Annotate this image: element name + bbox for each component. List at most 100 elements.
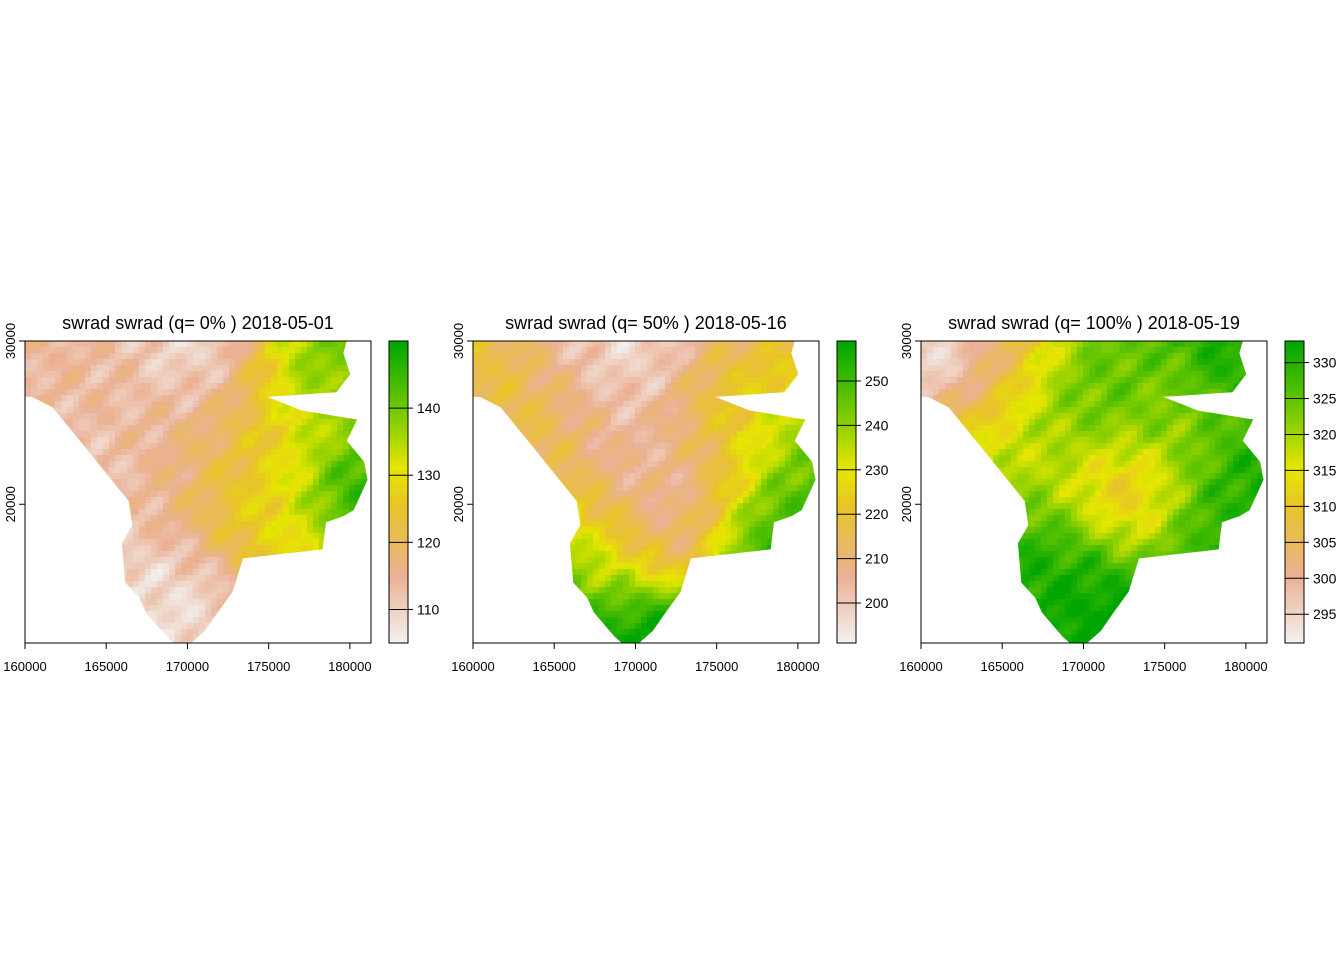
- raster-cell: [325, 365, 332, 372]
- raster-cell: [545, 347, 552, 354]
- raster-cell: [133, 581, 140, 588]
- raster-cell: [689, 455, 696, 462]
- raster-cell: [355, 413, 362, 420]
- raster-cell: [211, 401, 218, 408]
- raster-cell: [121, 521, 128, 528]
- raster-cell: [707, 497, 714, 504]
- raster-cell: [521, 395, 528, 402]
- raster-cell: [349, 539, 356, 546]
- raster-cell: [713, 485, 720, 492]
- raster-cell: [175, 569, 182, 576]
- raster-cell: [307, 569, 314, 576]
- raster-cell: [223, 401, 230, 408]
- raster-cell: [259, 407, 266, 414]
- raster-cell: [557, 509, 564, 516]
- raster-cell: [349, 479, 356, 486]
- raster-cell: [313, 515, 320, 522]
- raster-cell: [25, 521, 32, 528]
- raster-cell: [163, 341, 170, 348]
- raster-cell: [91, 551, 98, 558]
- raster-cell: [367, 371, 368, 378]
- raster-cell: [79, 521, 86, 528]
- raster-cell: [599, 491, 606, 498]
- raster-cell: [719, 503, 726, 510]
- raster-cell: [611, 407, 618, 414]
- raster-cell: [85, 497, 92, 504]
- raster-cell: [671, 353, 678, 360]
- raster-cell: [121, 569, 128, 576]
- raster-cell: [61, 407, 68, 414]
- raster-cell: [491, 431, 498, 438]
- raster-cell: [271, 353, 278, 360]
- raster-cell: [49, 395, 56, 402]
- raster-cell: [55, 377, 62, 384]
- raster-cell: [193, 365, 200, 372]
- raster-cell: [163, 383, 170, 390]
- raster-cell: [551, 401, 558, 408]
- raster-cell: [115, 491, 122, 498]
- raster-cell: [551, 425, 558, 432]
- raster-cell: [629, 455, 636, 462]
- raster-cell: [659, 527, 666, 534]
- raster-cell: [97, 533, 104, 540]
- raster-cell: [217, 371, 224, 378]
- raster-cell: [713, 473, 720, 480]
- raster-cell: [485, 539, 492, 546]
- raster-cell: [97, 611, 104, 618]
- raster-cell: [283, 503, 290, 510]
- raster-cell: [587, 521, 594, 528]
- raster-cell: [235, 617, 242, 624]
- raster-cell: [653, 413, 660, 420]
- colorbar-swatch: [389, 627, 408, 633]
- raster-cell: [319, 503, 326, 510]
- raster-cell: [557, 383, 564, 390]
- raster-cell: [361, 545, 368, 552]
- raster-cell: [175, 419, 182, 426]
- raster-cell: [503, 497, 510, 504]
- raster-cell: [343, 449, 350, 456]
- raster-cell: [271, 641, 278, 643]
- raster-cell: [73, 491, 80, 498]
- raster-cell: [61, 533, 68, 540]
- raster-cell: [229, 413, 236, 420]
- raster-cell: [295, 515, 302, 522]
- raster-cell: [127, 455, 134, 462]
- raster-cell: [343, 425, 350, 432]
- raster-cell: [163, 509, 170, 516]
- raster-cell: [139, 371, 146, 378]
- raster-cell: [599, 395, 606, 402]
- raster-cell: [569, 419, 576, 426]
- raster-cell: [199, 461, 206, 468]
- raster-cell: [163, 533, 170, 540]
- raster-cell: [175, 623, 182, 630]
- raster-cell: [361, 503, 368, 510]
- raster-cell: [151, 509, 158, 516]
- raster-cell: [289, 605, 296, 612]
- raster-cell: [289, 563, 296, 570]
- raster-cell: [115, 509, 122, 516]
- raster-cell: [497, 443, 504, 450]
- raster-cell: [229, 437, 236, 444]
- raster-cell: [145, 533, 152, 540]
- raster-cell: [665, 401, 672, 408]
- raster-cell: [485, 431, 492, 438]
- raster-cell: [67, 509, 74, 516]
- raster-cell: [229, 629, 236, 636]
- raster-cell: [295, 377, 302, 384]
- raster-cell: [67, 539, 74, 546]
- raster-cell: [223, 635, 230, 642]
- raster-cell: [551, 485, 558, 492]
- raster-cell: [647, 389, 654, 396]
- raster-cell: [485, 473, 492, 480]
- raster-cell: [157, 629, 164, 636]
- raster-cell: [581, 419, 588, 426]
- raster-cell: [31, 527, 38, 534]
- raster-cell: [199, 587, 206, 594]
- raster-cell: [115, 641, 122, 643]
- raster-cell: [355, 521, 362, 528]
- raster-cell: [779, 449, 786, 456]
- raster-cell: [491, 371, 498, 378]
- raster-cell: [253, 611, 260, 618]
- raster-cell: [175, 383, 182, 390]
- raster-cell: [569, 473, 576, 480]
